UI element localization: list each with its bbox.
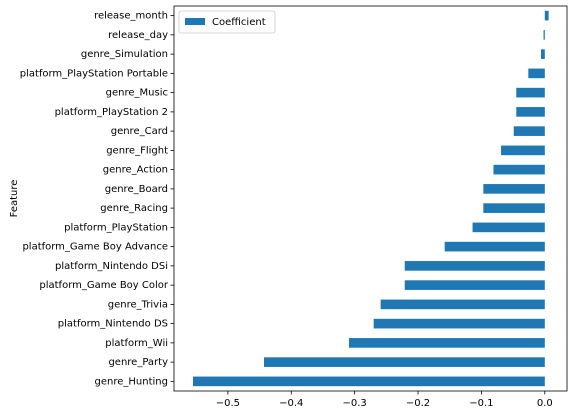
- y-tick-label: platform_Wii: [105, 338, 168, 349]
- y-tick-label: genre_Simulation: [81, 49, 168, 60]
- y-tick-label: genre_Action: [103, 165, 168, 176]
- x-tick-label: −0.5: [216, 398, 240, 409]
- bar-genre-party: [264, 357, 545, 367]
- y-tick-label: genre_Trivia: [108, 299, 168, 310]
- bars-group: [193, 10, 549, 387]
- bar-genre-music: [516, 87, 545, 98]
- y-tick-label: platform_PlayStation: [64, 222, 168, 233]
- y-tick-label: platform_Nintendo DSi: [55, 261, 168, 272]
- plot-frame: [173, 5, 568, 392]
- bar-platform-playstation-portable: [528, 68, 545, 79]
- y-tick-label: platform_Nintendo DS: [58, 319, 168, 330]
- y-tick-label: genre_Hunting: [95, 376, 168, 387]
- y-tick-label: genre_Board: [105, 184, 168, 195]
- bar-genre-flight: [501, 145, 545, 156]
- y-tick-label: platform_PlayStation 2: [55, 107, 168, 118]
- bar-genre-trivia: [380, 299, 545, 310]
- bar-genre-card: [513, 126, 545, 136]
- y-tick-label: platform_Game Boy Advance: [22, 242, 168, 253]
- bar-platform-playstation: [472, 222, 545, 233]
- y-tick-label: genre_Racing: [100, 203, 168, 214]
- plot-background: [174, 6, 567, 391]
- legend-swatch: [185, 18, 205, 25]
- y-tick-label: release_month: [94, 11, 168, 22]
- bar-release-month: [544, 10, 549, 21]
- x-axis-ticks: −0.5 −0.4 −0.3 −0.2 −0.1 0.0: [216, 391, 553, 409]
- y-tick-label: platform_PlayStation Portable: [20, 68, 168, 79]
- x-tick-label: 0.0: [537, 398, 553, 409]
- bar-platform-nintendo-dsi: [404, 261, 545, 271]
- bar-release-day: [543, 30, 545, 40]
- y-axis-ticks: genre_Hunting genre_Party platform_Wii plat…: [20, 11, 174, 387]
- bar-platform-game-boy-color: [404, 280, 545, 290]
- y-axis-label: Feature: [9, 180, 20, 218]
- y-tick-label: genre_Card: [111, 126, 168, 137]
- x-tick-label: −0.1: [469, 398, 493, 409]
- bar-platform-wii: [348, 338, 545, 348]
- bar-genre-racing: [483, 203, 545, 213]
- y-tick-label: release_day: [108, 30, 168, 41]
- x-tick-label: −0.4: [279, 398, 303, 409]
- bar-genre-hunting: [193, 376, 545, 387]
- bar-platform-playstation-2: [516, 107, 545, 117]
- y-tick-label: genre_Flight: [106, 145, 168, 156]
- y-tick-label: genre_Music: [106, 88, 168, 99]
- bar-genre-simulation: [541, 49, 545, 59]
- x-tick-label: −0.3: [343, 398, 367, 409]
- bar-platform-game-boy-advance: [444, 241, 545, 252]
- bar-platform-nintendo-ds: [373, 318, 545, 329]
- x-tick-label: −0.2: [406, 398, 430, 409]
- bar-genre-board: [483, 184, 545, 194]
- legend-label: Coefficient: [212, 17, 266, 28]
- y-tick-label: genre_Party: [108, 357, 168, 368]
- bar-genre-action: [493, 164, 545, 175]
- y-tick-label: platform_Game Boy Color: [39, 280, 169, 291]
- legend-box: [178, 10, 276, 34]
- legend: Coefficient: [178, 10, 276, 34]
